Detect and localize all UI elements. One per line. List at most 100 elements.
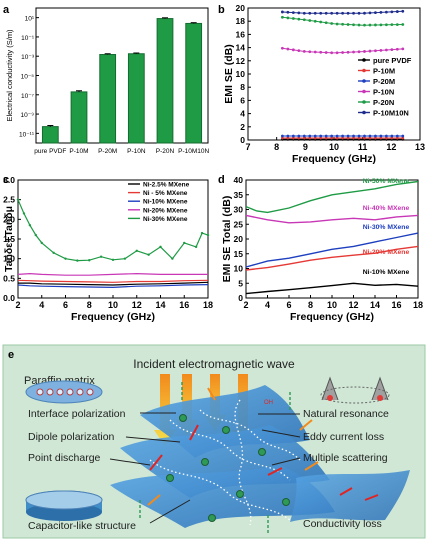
- legend-marker: [362, 68, 366, 73]
- x-tick-label: P-10M10N: [178, 148, 209, 155]
- y-tick-label: 2.5: [3, 195, 15, 205]
- data-point-p-20m: [335, 134, 339, 138]
- x-tick-label: 11: [358, 142, 368, 152]
- oh-label: OH: [264, 400, 273, 406]
- x-tick-label: 18: [203, 300, 213, 310]
- natural-resonance-illustration: [320, 376, 390, 404]
- data-point-p-10m10n: [346, 11, 350, 15]
- data-point-p-10n: [352, 50, 355, 54]
- data-point-ni-30-mxene: [200, 231, 204, 235]
- data-point-p-10m10n: [401, 9, 405, 13]
- data-point-p-10n: [319, 50, 323, 54]
- x-tick-label: 10: [108, 300, 118, 310]
- data-point-p-20n: [335, 22, 339, 26]
- y-tick-label: 1.0: [3, 254, 15, 264]
- y-tick-label: 16: [236, 29, 246, 39]
- x-tick-label: 14: [155, 300, 165, 310]
- series-line-ni-20-mxene: [245, 245, 419, 271]
- y-tick-label: 8: [240, 82, 245, 92]
- y-tick-label: 10⁻⁹: [21, 112, 35, 119]
- data-point-p-10m10n: [313, 11, 317, 15]
- series-label-ni-30-mxene: Ni-30% MXene: [363, 224, 410, 231]
- data-point-p-10m10n: [330, 11, 334, 15]
- data-point-ni-30-mxene: [40, 241, 43, 245]
- label-eddy-current-loss: Eddy current loss: [303, 431, 384, 443]
- series-line-ni-20-mxene: [17, 272, 208, 276]
- data-point-p-20n: [313, 19, 317, 23]
- data-point-p-10m: [357, 136, 361, 140]
- label-conductivity-loss: Conductivity loss: [303, 518, 382, 530]
- data-point-ni-30-mxene: [64, 257, 67, 260]
- legend-marker: [362, 100, 366, 104]
- y-tick-label: 30: [234, 205, 244, 215]
- data-point-p-20m: [384, 134, 388, 138]
- series-line-ni-2-5-mxene: [18, 281, 209, 286]
- data-point-ni-30-mxene: [147, 253, 150, 256]
- data-point-p-10m: [324, 136, 328, 140]
- x-tick-label: 8: [308, 300, 313, 310]
- panel-letter-b: b: [218, 4, 225, 16]
- y-axis-label: EMI SE (dB): [223, 44, 235, 104]
- x-axis-label: Frequency (GHz): [71, 311, 155, 323]
- label-capacitor-structure: Capacitor-like structure: [28, 520, 136, 532]
- data-point-p-10m: [319, 136, 323, 140]
- data-point-p-20n: [286, 16, 290, 20]
- data-point-p-10n: [374, 49, 377, 53]
- data-point-p-10n: [390, 48, 394, 52]
- series-line-ni-30-mxene: [17, 199, 209, 262]
- data-point-p-20n: [357, 23, 361, 27]
- data-point-p-10n: [379, 48, 383, 52]
- data-point-p-10m10n: [352, 11, 355, 15]
- data-point-p-10n: [401, 47, 405, 51]
- legend-entry-pure-pvdf: pure PVDF: [373, 56, 412, 65]
- data-point-p-20n: [319, 20, 323, 24]
- data-point-p-10m: [363, 136, 366, 140]
- data-point-p-10n: [281, 46, 284, 50]
- interface-polarization-illustration: [25, 380, 103, 404]
- series-label-ni-50-mxene: Ni-50% MXene: [363, 178, 410, 185]
- x-tick-label: 9: [303, 142, 308, 152]
- y-axis-label: EMI SE Total (dB): [221, 196, 233, 283]
- chart-a: 10¹ 10⁻¹ 10⁻³ 10⁻⁵ 10⁻⁷ 10⁻⁹ 10⁻¹¹ Electrical c…: [5, 7, 210, 155]
- data-point-p-10m: [286, 136, 290, 140]
- y-tick-label: 10⁻⁷: [21, 93, 35, 100]
- bar-p-10n: [127, 53, 145, 144]
- chart-b: 7 8 9 10 11 12 13 0 2 4 6 8 10 12 14 16 18 20 Frequency (G…: [223, 3, 425, 165]
- x-axis-label: Frequency (GHz): [292, 153, 376, 165]
- data-point-ni-30-mxene: [22, 212, 26, 215]
- series-label-ni-20-mxene: Ni-20% MXene: [363, 249, 410, 256]
- data-point-p-10m: [291, 136, 295, 140]
- data-point-p-10m: [395, 136, 399, 140]
- data-point-p-10m10n: [286, 10, 290, 14]
- data-point-p-10n: [297, 49, 301, 53]
- data-point-p-20n: [324, 21, 328, 25]
- data-point-p-10m: [297, 136, 301, 140]
- data-point-ni-30-mxene: [194, 245, 198, 249]
- x-tick-label: 7: [245, 142, 250, 152]
- y-tick-label: 20: [234, 234, 244, 244]
- series-label-ni-10-mxene: Ni-10% MXene: [363, 269, 410, 276]
- data-point-ni-30-mxene: [52, 251, 55, 254]
- data-point-p-10m: [352, 136, 355, 140]
- data-point-p-10m: [379, 136, 383, 140]
- data-point-ni-30-mxene: [99, 255, 103, 258]
- chart-d: 2 4 6 8 10 12 14 16 18 0 5 10 15 20 25 30 35 40 Frequency …: [221, 175, 423, 323]
- series-line-ni-10-mxene: [17, 284, 209, 289]
- data-point-p-20m: [395, 134, 399, 138]
- capacitor-illustration: [25, 490, 103, 521]
- data-point-p-20m: [341, 134, 344, 138]
- data-point-p-10n: [357, 50, 361, 54]
- legend-entry-p-10n: P-10N: [373, 88, 394, 97]
- data-point-p-20m: [286, 134, 290, 138]
- y-tick-label: 2: [240, 122, 245, 132]
- data-point-p-20m: [313, 134, 317, 138]
- x-tick-label: 13: [415, 142, 425, 152]
- data-point-p-20m: [357, 134, 361, 138]
- data-point-p-10m: [341, 136, 344, 140]
- y-tick-label: 10: [234, 264, 244, 274]
- data-point-p-10n: [324, 51, 328, 54]
- x-tick-label: 16: [391, 300, 401, 310]
- data-point-p-10m: [346, 136, 350, 140]
- y-tick-label: 0.5: [3, 273, 15, 283]
- y-axis-label: Tanδε+Tanδμ: [3, 206, 15, 272]
